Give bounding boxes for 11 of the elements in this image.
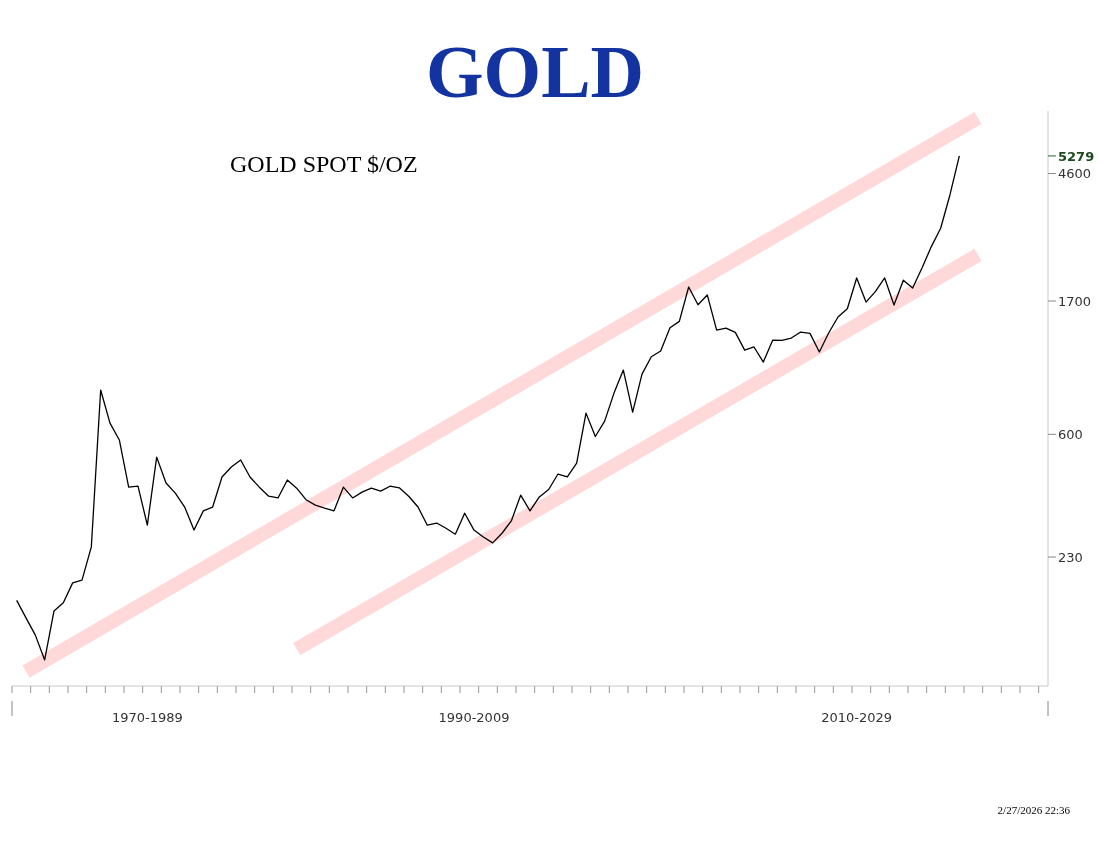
y-tick-label: 4600 bbox=[1058, 166, 1092, 182]
y-tick-label: 1700 bbox=[1058, 293, 1092, 309]
x-tick-label: 2010-2029 bbox=[821, 710, 893, 725]
y-tick-label: 600 bbox=[1058, 426, 1083, 442]
y-tick-label: 230 bbox=[1058, 549, 1083, 565]
text: 2/27/2026 22:36 bbox=[997, 804, 1071, 816]
y-tick-label: 5279 bbox=[1058, 148, 1095, 164]
chart-title: GOLD bbox=[426, 31, 644, 113]
x-tick-label: 1970-1989 bbox=[111, 710, 183, 725]
text: GOLD SPOT $/OZ bbox=[230, 151, 418, 177]
x-tick-label: 1990-2009 bbox=[438, 710, 510, 725]
